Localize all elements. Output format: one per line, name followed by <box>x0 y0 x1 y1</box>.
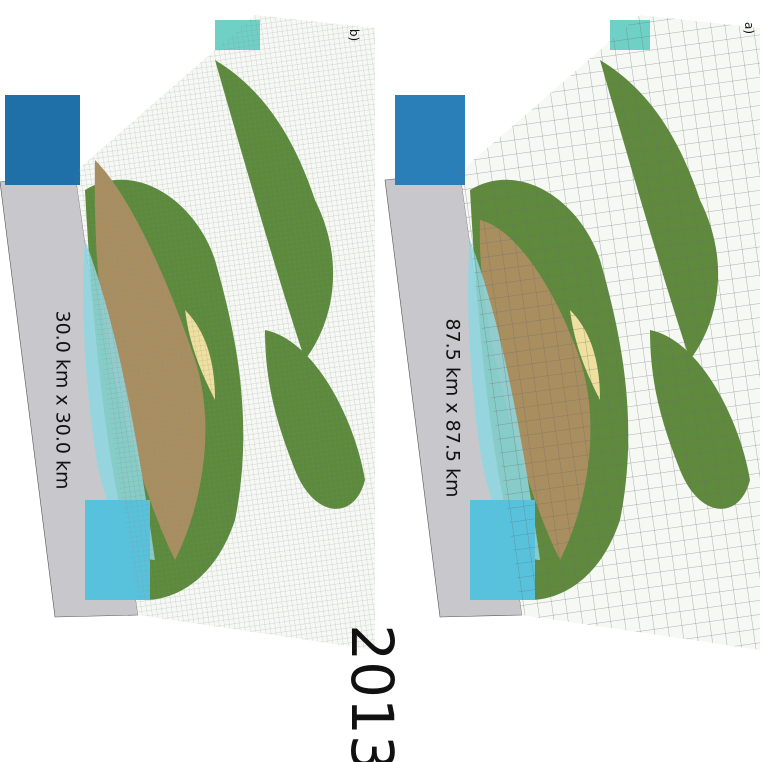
caption: 87.5 km x 87.5 km <box>442 318 464 497</box>
water-bars <box>5 95 80 185</box>
year: 2013 <box>338 624 406 762</box>
panel-label: a) <box>742 22 756 34</box>
panel-b: b) 30.0 km x 30.0 km <box>0 15 375 650</box>
grid <box>460 15 760 650</box>
panel-label: b) <box>347 29 361 41</box>
caption: 30.0 km x 30.0 km <box>52 310 74 489</box>
grid <box>75 15 375 650</box>
water-bars <box>395 95 465 185</box>
panel-a: a) 87.5 km x 87.5 km <box>384 15 760 650</box>
